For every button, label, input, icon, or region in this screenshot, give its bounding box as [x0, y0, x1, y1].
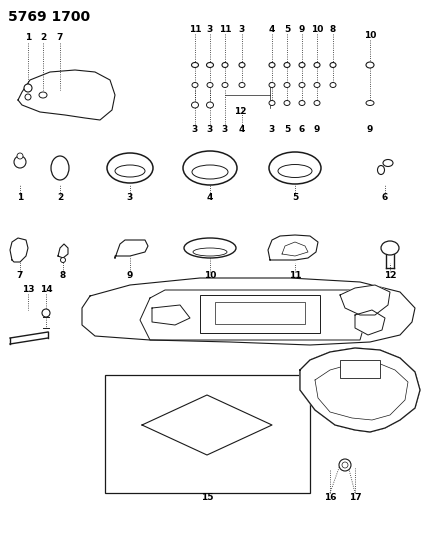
Ellipse shape	[366, 62, 374, 68]
Polygon shape	[300, 348, 420, 432]
Text: 11: 11	[189, 26, 201, 35]
Text: 3: 3	[269, 125, 275, 134]
Circle shape	[60, 257, 65, 262]
Ellipse shape	[269, 62, 275, 68]
Ellipse shape	[299, 62, 305, 68]
Ellipse shape	[284, 62, 290, 68]
Ellipse shape	[383, 159, 393, 166]
Circle shape	[24, 84, 32, 92]
Ellipse shape	[184, 238, 236, 258]
Ellipse shape	[192, 83, 198, 87]
Text: 14: 14	[40, 286, 52, 295]
Ellipse shape	[330, 83, 336, 87]
Ellipse shape	[239, 83, 245, 87]
Ellipse shape	[377, 166, 384, 174]
Text: 3: 3	[192, 125, 198, 134]
Ellipse shape	[191, 102, 199, 108]
Bar	[215, 302, 305, 324]
Ellipse shape	[366, 101, 374, 106]
Text: 7: 7	[17, 271, 23, 279]
Ellipse shape	[207, 83, 213, 87]
Text: 3: 3	[127, 193, 133, 203]
Text: 6: 6	[299, 125, 305, 134]
Text: 7: 7	[57, 34, 63, 43]
Text: 5769 1700: 5769 1700	[8, 10, 90, 24]
Ellipse shape	[299, 83, 305, 87]
Ellipse shape	[115, 165, 145, 177]
Text: 4: 4	[269, 26, 275, 35]
Text: 12: 12	[234, 108, 246, 117]
Text: 11: 11	[289, 271, 301, 279]
Text: 3: 3	[222, 125, 228, 134]
Ellipse shape	[206, 102, 214, 108]
Ellipse shape	[183, 151, 237, 185]
Ellipse shape	[193, 248, 227, 256]
Polygon shape	[340, 285, 390, 315]
Text: 13: 13	[22, 286, 34, 295]
Ellipse shape	[51, 156, 69, 180]
Bar	[200, 295, 320, 333]
Text: 12: 12	[384, 271, 396, 279]
Text: 4: 4	[239, 125, 245, 134]
Text: 2: 2	[40, 34, 46, 43]
Text: 1: 1	[25, 34, 31, 43]
Text: 9: 9	[127, 271, 133, 279]
Text: 9: 9	[314, 125, 320, 134]
Ellipse shape	[314, 101, 320, 106]
Text: 3: 3	[239, 26, 245, 35]
Circle shape	[342, 462, 348, 468]
Text: 1: 1	[17, 193, 23, 203]
Ellipse shape	[269, 101, 275, 106]
Circle shape	[42, 309, 50, 317]
Text: 9: 9	[367, 125, 373, 134]
Polygon shape	[355, 310, 385, 335]
Ellipse shape	[314, 62, 320, 68]
Ellipse shape	[269, 83, 275, 87]
Polygon shape	[58, 244, 68, 258]
Text: 4: 4	[207, 193, 213, 203]
Text: 6: 6	[382, 193, 388, 203]
Text: 3: 3	[207, 125, 213, 134]
Text: 9: 9	[299, 26, 305, 35]
Ellipse shape	[239, 62, 245, 68]
Text: 15: 15	[201, 494, 213, 503]
Circle shape	[25, 94, 31, 100]
Circle shape	[14, 156, 26, 168]
Polygon shape	[115, 240, 148, 258]
Ellipse shape	[284, 101, 290, 106]
Text: 10: 10	[311, 26, 323, 35]
Ellipse shape	[39, 92, 47, 98]
Text: 10: 10	[204, 271, 216, 279]
Ellipse shape	[330, 62, 336, 68]
Circle shape	[339, 459, 351, 471]
Ellipse shape	[222, 83, 228, 87]
Ellipse shape	[222, 62, 228, 68]
Text: 5: 5	[284, 26, 290, 35]
Circle shape	[17, 153, 23, 159]
Ellipse shape	[191, 62, 199, 68]
Ellipse shape	[381, 241, 399, 255]
Text: 10: 10	[364, 30, 376, 39]
Ellipse shape	[278, 165, 312, 177]
Ellipse shape	[206, 62, 214, 68]
Ellipse shape	[269, 152, 321, 184]
Text: 17: 17	[349, 492, 361, 502]
Text: 8: 8	[330, 26, 336, 35]
Text: 3: 3	[207, 26, 213, 35]
Bar	[340, 360, 380, 378]
Ellipse shape	[314, 83, 320, 87]
Bar	[105, 375, 310, 493]
Polygon shape	[268, 235, 318, 260]
Text: 5: 5	[284, 125, 290, 134]
Polygon shape	[10, 238, 28, 262]
Text: 11: 11	[219, 26, 231, 35]
Text: 16: 16	[324, 492, 336, 502]
Ellipse shape	[299, 101, 305, 106]
Text: 8: 8	[60, 271, 66, 279]
Text: 2: 2	[57, 193, 63, 203]
Text: 5: 5	[292, 193, 298, 203]
Ellipse shape	[107, 153, 153, 183]
Ellipse shape	[192, 165, 228, 179]
Ellipse shape	[284, 83, 290, 87]
